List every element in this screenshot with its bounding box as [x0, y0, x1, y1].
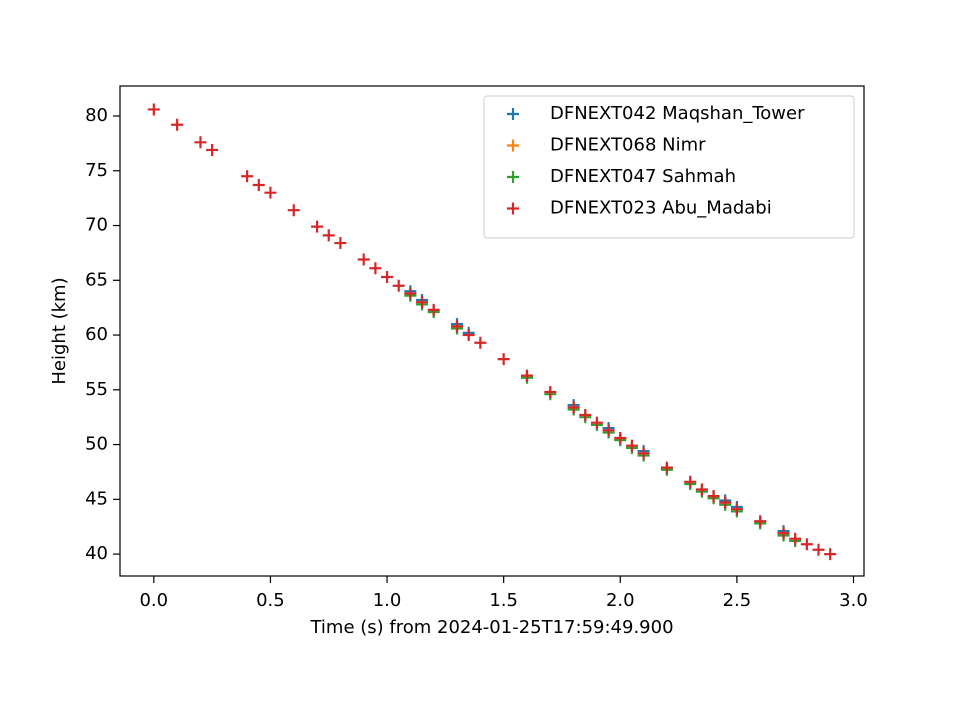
- scatter-point: [684, 475, 697, 488]
- scatter-point: [800, 538, 813, 551]
- scatter-point: [311, 220, 324, 233]
- scatter-point: [322, 229, 335, 242]
- scatter-point: [427, 303, 440, 316]
- scatter-point: [614, 432, 627, 445]
- x-tick-label: 0.5: [256, 590, 285, 611]
- scatter-point: [719, 496, 732, 509]
- scatter-point: [579, 409, 592, 422]
- y-tick-label: 60: [85, 324, 108, 345]
- y-tick-label: 75: [85, 160, 108, 181]
- scatter-point: [625, 439, 638, 452]
- plot-frame: [119, 85, 865, 577]
- scatter-point: [754, 515, 767, 528]
- legend-marker: [507, 202, 519, 215]
- scatter-point: [462, 329, 475, 342]
- scatter-point: [789, 532, 802, 545]
- scatter-point: [812, 543, 825, 556]
- scatter-point: [252, 179, 265, 192]
- x-tick-label: 2.0: [606, 590, 635, 611]
- scatter-point: [497, 353, 510, 366]
- scatter-point: [194, 136, 207, 149]
- legend-label: DFNEXT023 Abu_Madabi: [550, 198, 772, 219]
- scatter-point: [707, 490, 720, 503]
- legend-label: DFNEXT042 Maqshan_Tower: [550, 103, 805, 124]
- scatter-point: [147, 103, 160, 116]
- scatter-point: [171, 118, 184, 131]
- y-tick-label: 65: [85, 269, 108, 290]
- scatter-point: [206, 143, 219, 156]
- x-tick-label: 2.5: [723, 590, 752, 611]
- legend-marker: [507, 171, 519, 183]
- scatter-point: [334, 237, 347, 250]
- x-axis-label: Time (s) from 2024-01-25T17:59:49.900: [309, 617, 673, 638]
- y-tick-label: 80: [85, 105, 108, 126]
- legend-label: DFNEXT047 Sahmah: [550, 166, 736, 187]
- scatter-point: [474, 336, 487, 349]
- y-tick-label: 50: [85, 434, 108, 455]
- scatter-point: [416, 296, 429, 309]
- scatter-point: [264, 186, 277, 199]
- x-tick-label: 1.5: [489, 590, 518, 611]
- scatter-point: [392, 279, 405, 292]
- scatter-point: [544, 386, 557, 399]
- scatter-point: [381, 271, 394, 284]
- y-tick-label: 70: [85, 215, 108, 236]
- scatter-point: [241, 170, 254, 183]
- y-tick-label: 55: [85, 379, 108, 400]
- scatter-point: [451, 320, 464, 333]
- scatter-point: [637, 447, 650, 460]
- legend-label: DFNEXT068 Nimr: [550, 135, 706, 156]
- scatter-point: [369, 262, 382, 275]
- scatter-point: [357, 253, 370, 266]
- scatter-point: [404, 287, 417, 300]
- scatter-point: [730, 503, 743, 516]
- scatter-point: [824, 548, 837, 561]
- legend-marker: [507, 139, 519, 152]
- scatter-point: [695, 483, 708, 496]
- scatter-point: [602, 424, 615, 437]
- x-tick-label: 1.0: [373, 590, 402, 611]
- legend-box: [483, 95, 855, 239]
- scatter-point: [567, 401, 580, 414]
- y-axis-label: Height (km): [49, 277, 70, 384]
- legend-marker: [507, 108, 519, 120]
- scatter-point: [590, 416, 603, 429]
- scatter-point: [520, 369, 533, 382]
- y-tick-label: 40: [85, 543, 108, 564]
- scatter-point: [660, 461, 673, 474]
- x-tick-label: 0.0: [139, 590, 168, 611]
- x-tick-label: 3.0: [839, 590, 868, 611]
- scatter-point: [777, 527, 790, 540]
- y-tick-label: 45: [85, 488, 108, 509]
- scatter-point: [287, 204, 300, 217]
